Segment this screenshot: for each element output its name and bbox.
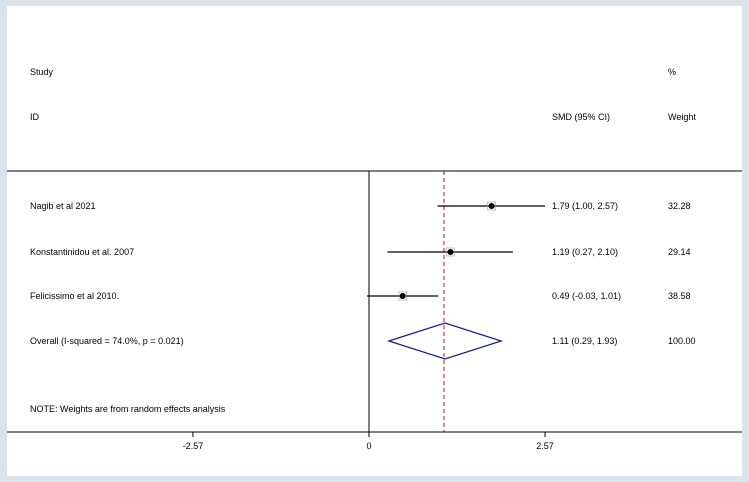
overall-weight: 100.00 bbox=[668, 336, 696, 346]
study-row: Nagib et al 2021 1.79 (1.00, 2.57) 32.28 bbox=[30, 201, 691, 211]
study-weight: 38.58 bbox=[668, 291, 691, 301]
overall-label: Overall (I-squared = 74.0%, p = 0.021) bbox=[30, 336, 184, 346]
header-id: ID bbox=[30, 112, 40, 122]
study-point bbox=[488, 203, 495, 209]
plot-background bbox=[7, 6, 742, 476]
header-percent: % bbox=[668, 67, 676, 77]
study-weight: 29.14 bbox=[668, 247, 691, 257]
study-point bbox=[399, 293, 406, 299]
overall-diamond bbox=[386, 322, 504, 360]
study-point bbox=[447, 249, 454, 255]
x-ticks: -2.57 0 2.57 bbox=[183, 432, 554, 451]
header-weight: Weight bbox=[668, 112, 696, 122]
overall-ci: 1.11 (0.29, 1.93) bbox=[552, 336, 617, 346]
study-weight-box bbox=[398, 291, 407, 301]
header-effect: SMD (95% CI) bbox=[552, 112, 610, 122]
study-ci-text: 0.49 (-0.03, 1.01) bbox=[552, 291, 621, 301]
x-tick-label: -2.57 bbox=[183, 441, 204, 451]
x-tick-label: 0 bbox=[366, 441, 371, 451]
study-row: Konstantinidou et al. 2007 1.19 (0.27, 2.… bbox=[30, 247, 691, 257]
study-ci-text: 1.79 (1.00, 2.57) bbox=[552, 201, 618, 211]
study-weight-box bbox=[487, 201, 496, 211]
note-text: NOTE: Weights are from random effects an… bbox=[30, 404, 226, 414]
x-tick-label: 2.57 bbox=[536, 441, 554, 451]
study-label: Felicissimo et al 2010. bbox=[30, 291, 119, 301]
study-ci-text: 1.19 (0.27, 2.10) bbox=[552, 247, 618, 257]
study-row: Felicissimo et al 2010. 0.49 (-0.03, 1.01… bbox=[30, 291, 691, 301]
study-weight: 32.28 bbox=[668, 201, 691, 211]
study-label: Konstantinidou et al. 2007 bbox=[30, 247, 134, 257]
study-rows: Nagib et al 2021 1.79 (1.00, 2.57) 32.28 Ko… bbox=[30, 201, 691, 301]
header-study: Study bbox=[30, 67, 54, 77]
study-weight-box bbox=[446, 247, 455, 257]
study-label: Nagib et al 2021 bbox=[30, 201, 96, 211]
